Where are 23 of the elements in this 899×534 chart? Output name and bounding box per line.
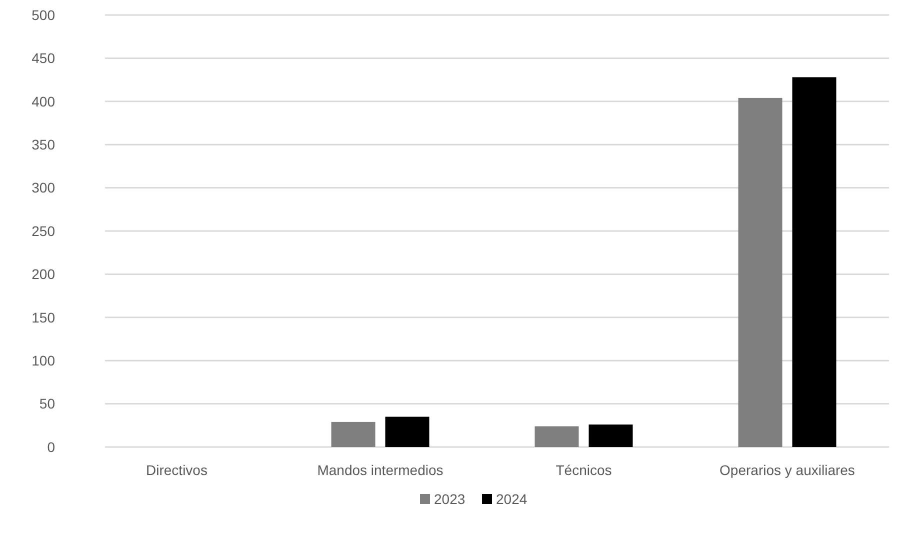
legend-label: 2024 xyxy=(496,490,528,507)
y-tick-label: 150 xyxy=(32,309,56,326)
y-tick-label: 400 xyxy=(32,93,56,110)
y-tick-label: 350 xyxy=(32,136,56,152)
y-tick-label: 200 xyxy=(32,266,56,282)
y-tick-label: 300 xyxy=(32,180,56,196)
bar xyxy=(385,416,430,447)
x-tick-label: Directivos xyxy=(146,462,208,478)
x-tick-label: Técnicos xyxy=(556,462,612,478)
y-tick-label: 0 xyxy=(47,438,56,455)
x-tick-label: Operarios y auxiliares xyxy=(720,462,855,478)
bar xyxy=(792,77,836,447)
y-tick-label: 50 xyxy=(39,396,56,412)
bar xyxy=(331,422,376,447)
bar xyxy=(588,424,633,447)
x-tick-label: Mandos intermedios xyxy=(317,462,444,478)
bar xyxy=(738,98,782,447)
y-tick-label: 250 xyxy=(32,222,56,239)
y-tick-label: 450 xyxy=(32,50,56,66)
legend-label: 2023 xyxy=(434,490,466,507)
y-tick-label: 100 xyxy=(32,352,56,368)
bar xyxy=(534,426,579,447)
y-tick-label: 500 xyxy=(32,6,56,23)
